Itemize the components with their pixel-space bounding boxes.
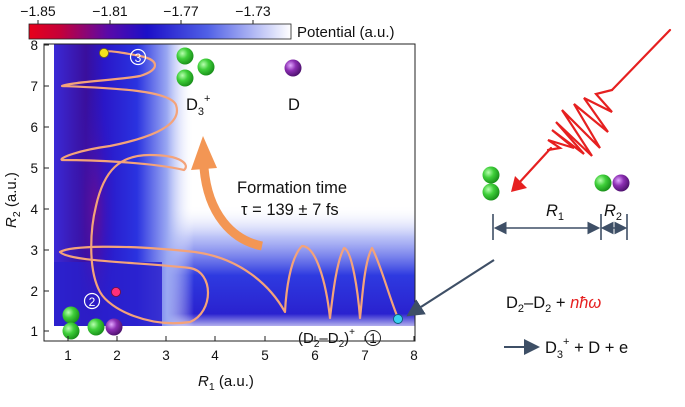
x-tick-label: 7 [361,348,369,363]
r2-distance-label: R2 [604,202,622,223]
x-tick-label: 5 [261,348,269,363]
formation-time-arrowhead [191,136,217,170]
x-axis-label: R1 (a.u.) [198,373,254,393]
marker-3-badge: 3 [129,48,147,66]
marker-yellow-dot [99,48,109,58]
colorbar-tick: −1.85 [20,3,56,19]
x-tick-label: 4 [211,348,219,363]
marker-1-badge: 1 [365,330,381,346]
marker-2-badge: 2 [83,292,101,310]
reactant-label: (D2–D2)+ [298,327,355,350]
distance-markers [492,214,628,240]
colorbar: −1.85 −1.81 −1.77 −1.73 Potential (a.u.) [20,3,394,41]
svg-text:3: 3 [135,51,142,65]
x-axis [67,336,415,341]
x-tick-label: 6 [311,348,319,363]
d-product-label: D [288,96,300,114]
colorbar-gradient [28,23,292,40]
d2-ion-molecule-icon [594,174,630,192]
plot-frame [43,43,416,342]
svg-text:2: 2 [89,295,96,309]
y-axis [44,44,49,332]
y-tick-label: 3 [30,243,38,258]
x-tick-label: 8 [410,348,418,363]
d2-molecule-icon [482,166,500,201]
y-tick-label: 8 [30,38,38,53]
colorbar-tick: −1.77 [163,3,199,19]
marker-cyan-dot [393,314,403,324]
marker-pink-dot [111,287,121,297]
formation-time-value: τ = 139 ± 7 fs [241,201,339,219]
r1-distance-label: R1 [546,202,564,223]
colorbar-label: Potential (a.u.) [297,24,395,41]
y-tick-label: 6 [30,120,38,135]
y-tick-label: 1 [30,324,38,339]
y-tick-label: 7 [30,79,38,94]
reaction-products: D3+ + D + e [545,336,628,361]
colorbar-tick: −1.81 [92,3,128,19]
d3-molecule-icon [176,47,215,87]
y-axis-label: R2 (a.u.) [3,172,23,228]
pointer-arrow [406,259,495,317]
d3-product-label: D3+ [186,93,210,118]
reaction-reactants: D2–D2 + nħω [506,294,601,315]
formation-time-title: Formation time [237,179,347,197]
y-tick-label: 2 [30,284,38,299]
reactant-molecules-icon [62,306,123,340]
laser-pulse-icon [511,28,672,192]
x-tick-label: 3 [162,348,170,363]
y-tick-label: 5 [30,161,38,176]
trajectory-path [58,50,400,325]
d-atom-icon [284,59,302,77]
y-tick-label: 4 [30,202,38,217]
colorbar-tick: −1.73 [235,3,271,19]
formation-time-arrow [199,167,264,251]
svg-text:1: 1 [369,331,377,346]
x-tick-label: 1 [64,348,72,363]
x-tick-label: 2 [113,348,121,363]
